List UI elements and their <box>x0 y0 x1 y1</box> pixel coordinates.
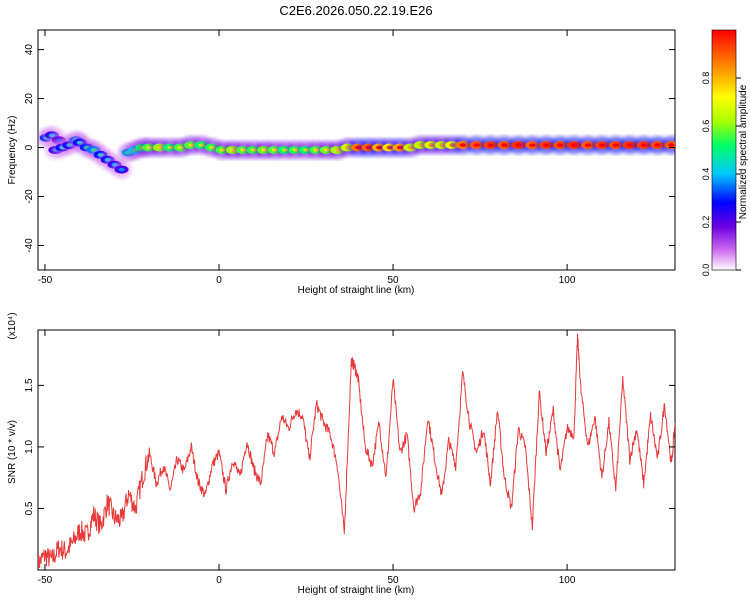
spectrogram-cell-core <box>557 143 564 147</box>
spectrogram-y-axis-label: Frequency (Hz) <box>7 116 18 185</box>
snr-y-tick-label: 1.0 <box>24 440 35 454</box>
snr-y-multiplier-label: (x10⁴) <box>7 312 18 339</box>
colorbar-ticks: 0.0 0.2 0.4 0.6 0.8 <box>701 72 741 277</box>
colorbar-gradient <box>711 29 737 271</box>
snr-panel: -50 0 50 100 0.5 1.0 1.5 Height of straight li… <box>7 312 676 596</box>
spectrogram-y-tick-label: 40 <box>24 44 35 56</box>
spectrogram-cell-core <box>668 143 675 147</box>
spectrogram-cell-core <box>515 143 522 147</box>
spectrogram-cell-core <box>612 143 619 147</box>
spectrogram-y-tick-label: 20 <box>24 93 35 105</box>
spectrogram-x-tick-label: 0 <box>216 275 222 286</box>
spectrogram-cell-core <box>459 143 466 147</box>
spectrogram-axes: -50 0 50 100 -40 -20 0 20 40 <box>24 30 675 286</box>
spectrogram-x-tick-label: 50 <box>387 275 399 286</box>
spectrogram-y-tick-label: -40 <box>24 238 35 253</box>
spectrogram-y-tick-label: 0 <box>24 144 35 150</box>
snr-x-axis-label: Height of straight line (km) <box>298 585 415 596</box>
colorbar-tick-label: 0.0 <box>701 264 711 277</box>
spectrogram-x-tick-label: -50 <box>38 275 53 286</box>
colorbar-tick-label: 0.6 <box>701 120 711 133</box>
spectrogram-cell-core <box>584 143 591 147</box>
spectrogram-cell-core <box>118 167 125 172</box>
page-title: C2E6.2026.050.22.19.E26 <box>279 3 432 18</box>
spectrogram-y-tick-label: -20 <box>24 189 35 204</box>
snr-x-tick-label: 50 <box>387 575 399 586</box>
spectrogram-cells <box>38 126 675 179</box>
colorbar-tick-label: 0.4 <box>701 168 711 181</box>
colorbar: 0.0 0.2 0.4 0.6 0.8 Normalized spectral ampl… <box>701 29 749 277</box>
spectrogram-cell-core <box>529 143 536 147</box>
snr-y-tick-label: 0.5 <box>24 501 35 515</box>
spectrogram-cell-core <box>626 143 633 147</box>
spectrogram-x-tick-label: 100 <box>559 275 576 286</box>
spectrogram-cell-core <box>473 143 480 147</box>
colorbar-tick-label: 0.8 <box>701 72 711 85</box>
spectrogram-cell-core <box>501 143 508 147</box>
snr-series-line <box>38 333 675 569</box>
spectrogram-cell-core <box>598 143 605 147</box>
spectrogram-cell-core <box>543 143 550 147</box>
spectrogram-x-axis-label: Height of straight line (km) <box>298 285 415 296</box>
spectrogram-cell-core <box>487 143 494 147</box>
colorbar-label: Normalized spectral amplitude <box>738 84 749 219</box>
colorbar-tick-label: 0.2 <box>701 216 711 229</box>
snr-y-tick-label: 1.5 <box>24 378 35 392</box>
snr-x-tick-label: 0 <box>216 575 222 586</box>
snr-axes: -50 0 50 100 0.5 1.0 1.5 <box>24 330 675 586</box>
spectrogram-cell-core <box>654 143 661 147</box>
snr-y-axis-label: SNR (10 * v/v) <box>7 420 18 484</box>
spectrogram-cell-core <box>571 143 578 147</box>
snr-x-tick-label: -50 <box>38 575 53 586</box>
snr-x-tick-label: 100 <box>559 575 576 586</box>
spectrogram-cell-core <box>640 143 647 147</box>
spectrogram-panel: -50 0 50 100 -40 -20 0 20 40 Height of straight … <box>7 29 676 296</box>
